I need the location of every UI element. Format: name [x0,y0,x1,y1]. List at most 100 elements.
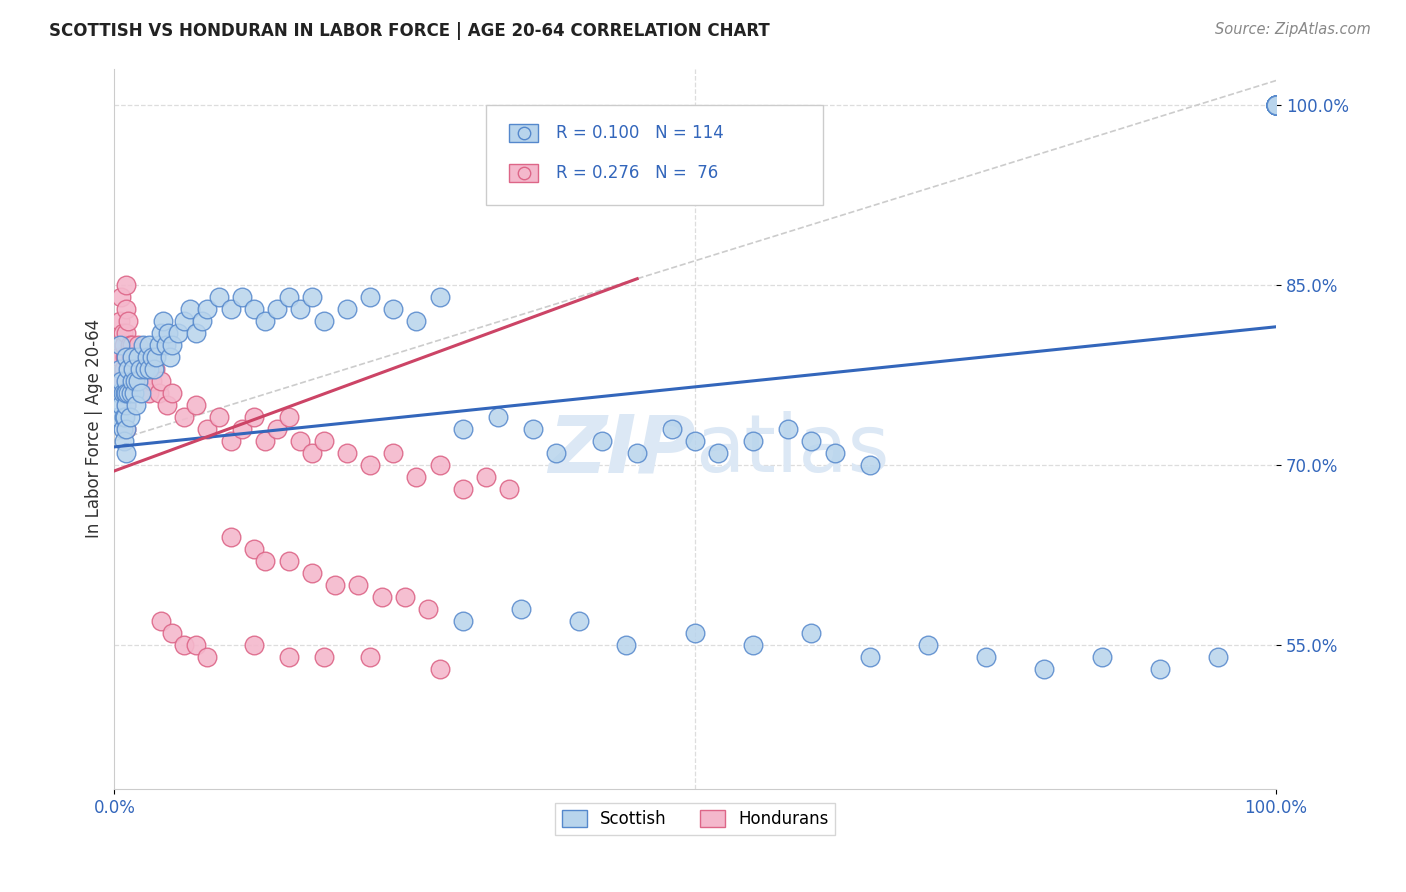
Point [184,326,207,340]
Point [1265,97,1288,112]
Point [486,409,509,424]
Point [336,446,359,460]
Point [347,578,370,592]
Point [111,422,134,436]
Point [115,301,138,316]
Point [1265,97,1288,112]
Point [124,374,146,388]
Point [858,650,880,665]
Point [148,338,170,352]
Point [498,482,520,496]
Point [208,290,231,304]
Point [1265,97,1288,112]
Point [800,626,823,640]
Point [110,338,132,352]
Text: SCOTTISH VS HONDURAN IN LABOR FORCE | AGE 20-64 CORRELATION CHART: SCOTTISH VS HONDURAN IN LABOR FORCE | AG… [49,22,770,40]
Point [136,350,159,364]
Point [184,638,207,652]
Point [124,350,146,364]
Point [122,361,145,376]
Point [219,530,242,544]
Point [195,650,218,665]
Point [290,434,312,448]
Point [112,361,135,376]
Point [301,566,323,580]
Point [118,409,141,424]
Point [382,446,405,460]
Point [742,434,765,448]
Point [544,446,567,460]
Point [142,361,165,376]
Point [120,385,142,400]
Point [1265,97,1288,112]
Point [277,650,299,665]
Point [115,398,138,412]
Point [451,614,474,628]
Point [143,361,166,376]
Text: R = 0.100   N = 114: R = 0.100 N = 114 [555,124,724,143]
Point [141,350,163,364]
Point [129,361,152,376]
Point [974,650,997,665]
Point [266,301,288,316]
Point [742,638,765,652]
Point [115,446,138,460]
Point [110,290,132,304]
Point [800,434,823,448]
Text: R = 0.276   N =  76: R = 0.276 N = 76 [555,164,718,182]
Point [429,458,451,472]
Point [1032,662,1054,676]
Point [917,638,939,652]
Point [277,554,299,568]
Point [114,350,136,364]
Point [336,301,359,316]
Point [155,338,177,352]
Point [127,350,149,364]
Point [159,350,181,364]
Point [115,385,138,400]
Point [195,301,218,316]
Point [114,385,136,400]
Point [110,361,132,376]
Point [115,350,138,364]
Point [173,314,195,328]
Point [110,374,132,388]
Point [451,482,474,496]
Point [121,338,143,352]
Point [132,338,155,352]
Point [112,434,135,448]
Point [824,446,846,460]
Point [115,326,138,340]
Point [107,374,129,388]
Point [141,374,163,388]
Point [152,314,174,328]
Point [173,638,195,652]
Point [243,301,266,316]
Point [1265,97,1288,112]
Point [167,326,190,340]
Point [129,385,152,400]
Point [156,326,179,340]
Point [266,422,288,436]
Point [115,350,138,364]
Point [243,541,266,556]
Point [254,434,277,448]
Point [134,361,156,376]
Point [162,338,184,352]
Point [117,314,139,328]
Point [405,470,427,484]
Point [148,385,170,400]
Point [591,434,613,448]
Point [138,385,160,400]
Point [149,326,172,340]
Point [219,301,242,316]
Point [683,626,706,640]
Text: ZIP: ZIP [548,411,695,490]
Point [195,422,218,436]
Point [429,290,451,304]
Point [522,422,544,436]
Point [513,271,536,285]
Text: Source: ZipAtlas.com: Source: ZipAtlas.com [1215,22,1371,37]
Point [707,446,730,460]
Point [173,409,195,424]
